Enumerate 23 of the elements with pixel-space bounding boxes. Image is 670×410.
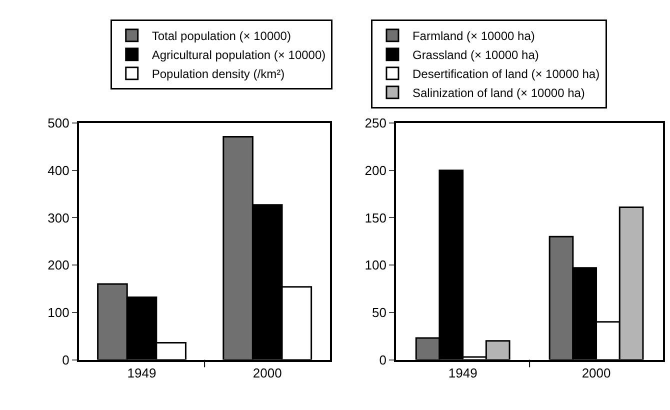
x-tick-label: 1949 <box>127 365 156 380</box>
legend-label: Salinization of land (× 10000 ha) <box>412 86 585 100</box>
y-tick-label: 300 <box>48 210 70 226</box>
x-tick-label: 2000 <box>582 365 611 380</box>
x-tick-label: 2000 <box>252 365 282 380</box>
y-tick-label: 150 <box>364 210 386 226</box>
y-tick-label: 0 <box>62 352 70 368</box>
legend-label: Grassland (× 10000 ha) <box>412 48 539 62</box>
y-tick-label: 100 <box>48 304 70 320</box>
y-tick-label: 250 <box>364 116 386 131</box>
legend-label: Farmland (× 10000 ha) <box>412 29 535 44</box>
x-tick-label: 1949 <box>448 365 478 380</box>
y-tick-label: 200 <box>48 258 70 273</box>
legend-label: Total population (× 10000) <box>152 29 291 44</box>
legend-label: Desertification of land (× 10000 ha) <box>412 67 600 82</box>
y-tick-label: 500 <box>48 116 70 131</box>
y-tick-label: 50 <box>372 304 386 320</box>
legend-label: Agricultural population (× 10000) <box>152 48 326 62</box>
y-tick-label: 100 <box>364 258 386 273</box>
y-tick-label: 400 <box>48 162 70 178</box>
legend-label: Population density (/km²) <box>152 67 285 82</box>
y-tick-label: 0 <box>379 352 386 368</box>
y-tick-label: 200 <box>364 162 386 178</box>
